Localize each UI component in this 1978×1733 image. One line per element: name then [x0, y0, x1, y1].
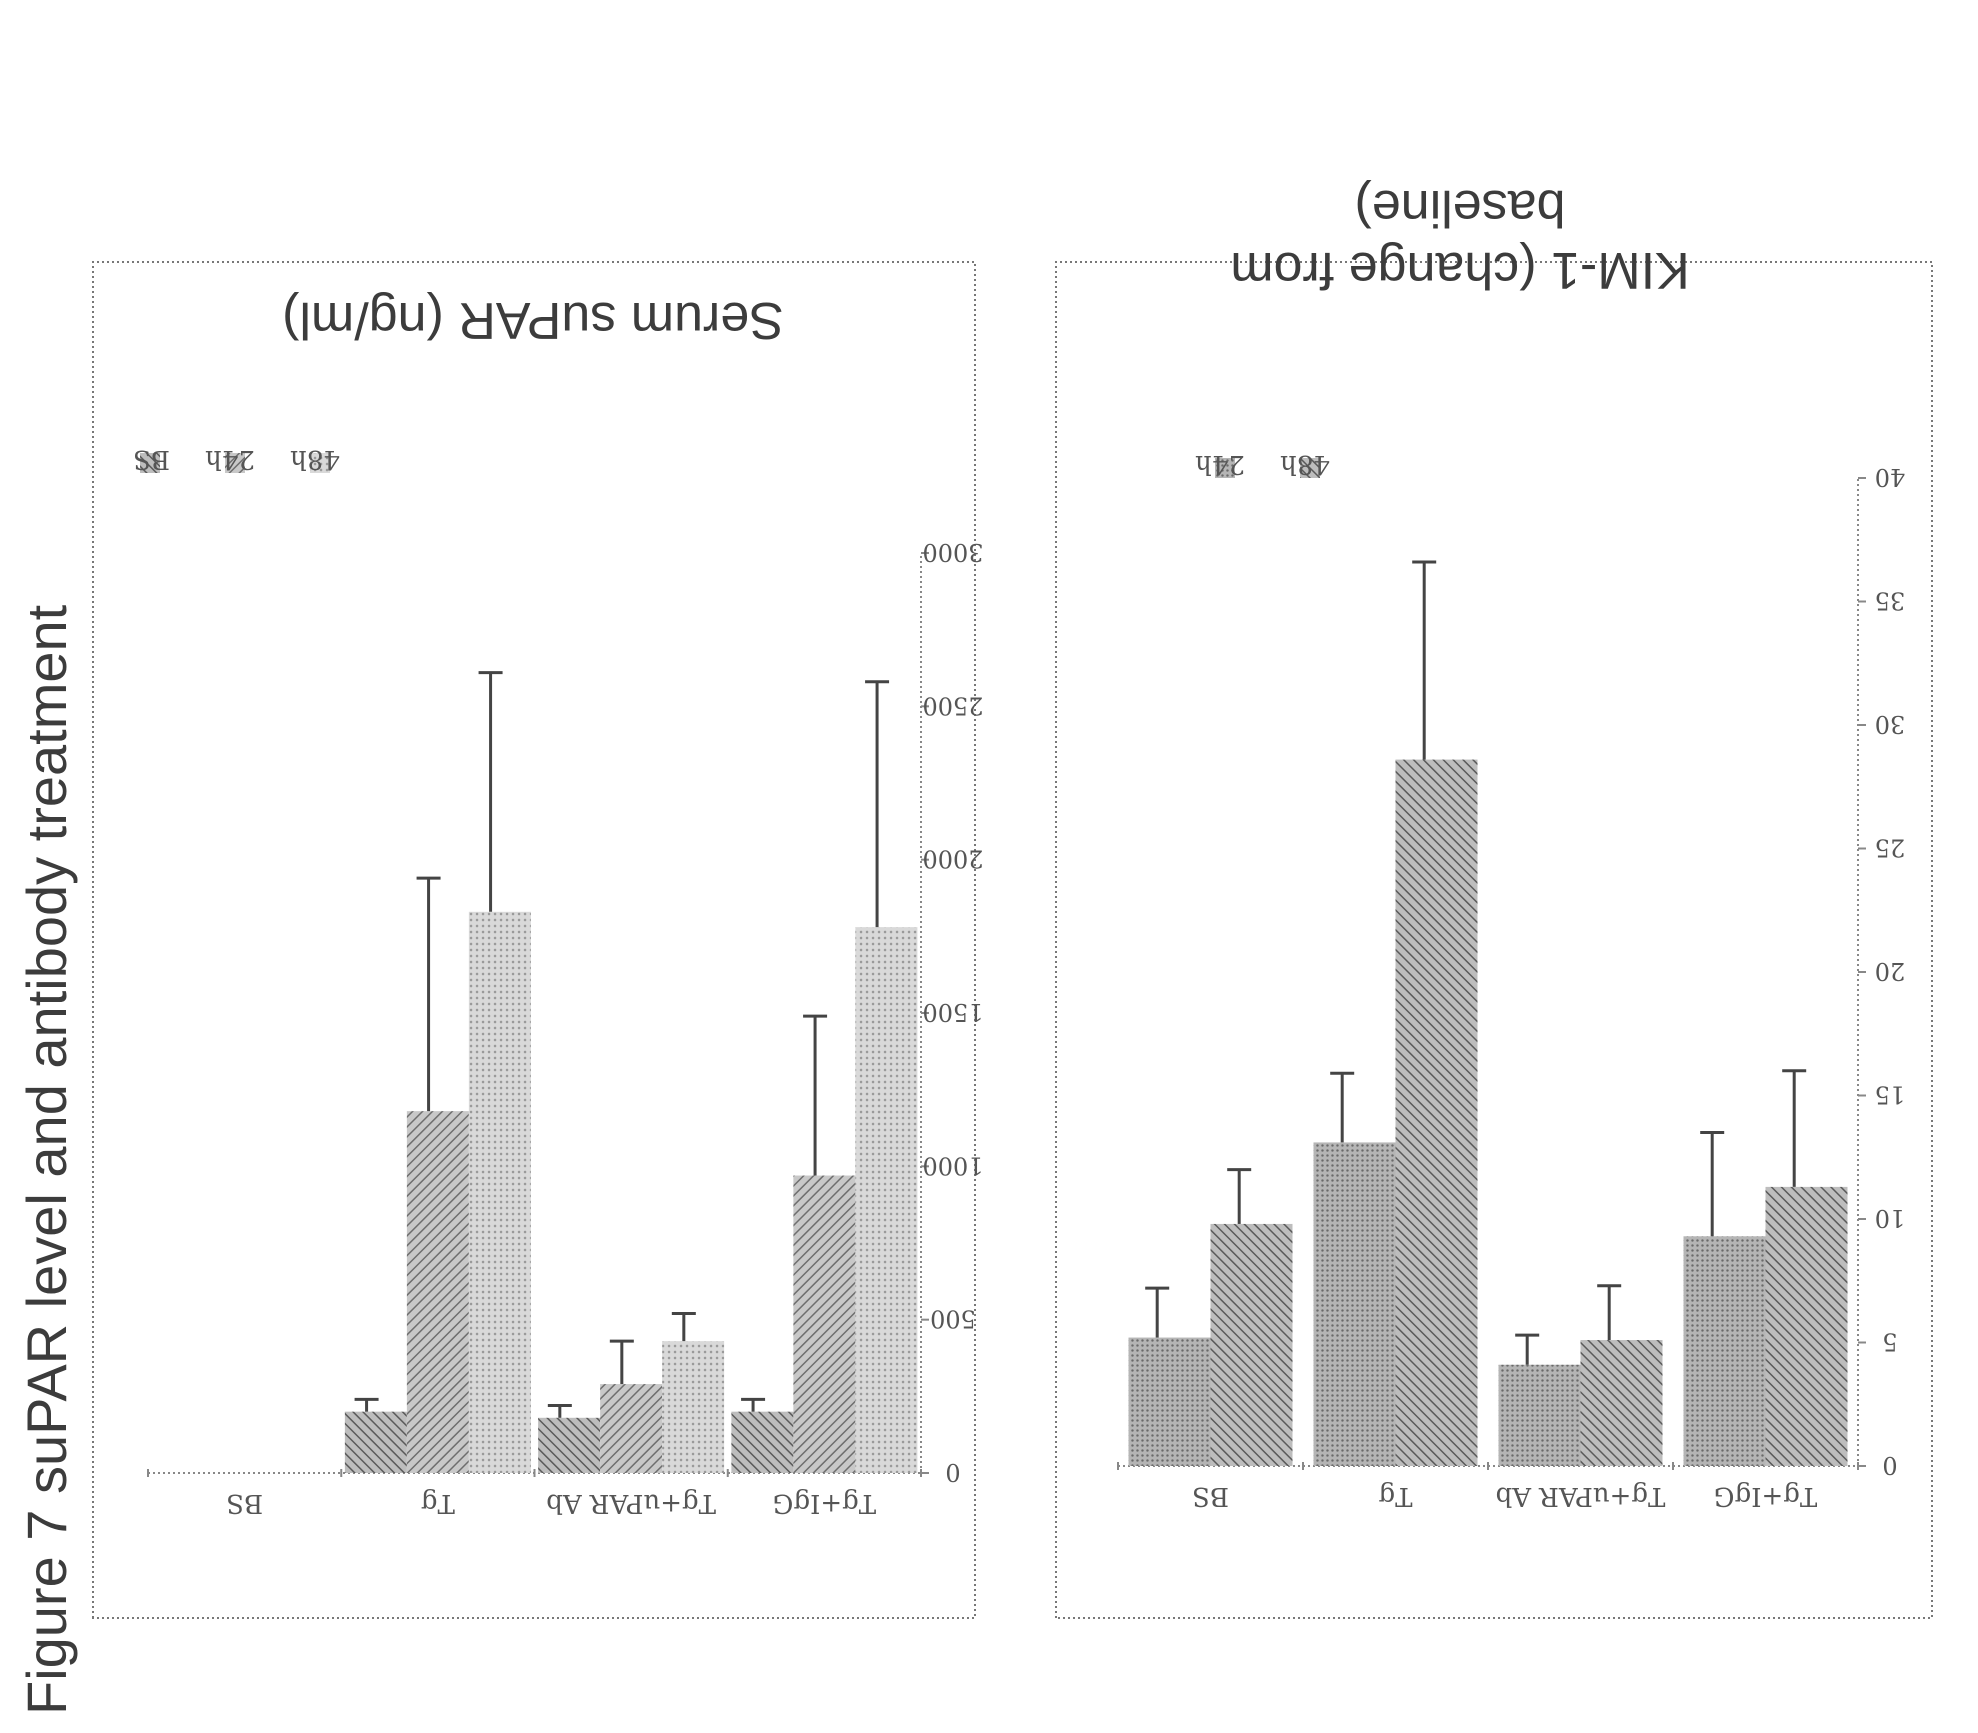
bar — [1498, 1364, 1581, 1466]
x-tick-label: Tg+IgG — [1714, 1481, 1817, 1511]
bar — [1765, 1186, 1848, 1466]
bar — [793, 1175, 856, 1473]
y-tick-label: 2000 — [922, 845, 983, 873]
x-tick-label: BS — [1192, 1481, 1229, 1511]
legend-swatch — [225, 453, 245, 473]
legend-swatch — [310, 453, 330, 473]
x-tick-label: Tg+IgG — [773, 1488, 876, 1518]
y-tick-label: 15 — [1875, 1081, 1906, 1109]
bar — [662, 1341, 725, 1473]
legend-swatch — [140, 453, 160, 473]
bar — [344, 1411, 407, 1473]
panel-frame — [92, 261, 976, 1619]
y-tick-label: 0 — [1882, 1451, 1897, 1479]
bar — [406, 1111, 469, 1473]
bar — [731, 1411, 794, 1473]
bar — [1683, 1236, 1766, 1466]
bar — [1128, 1337, 1211, 1466]
legend-label: 24h — [205, 444, 255, 474]
y-tick-label: 20 — [1875, 957, 1906, 985]
legend-swatch — [1215, 458, 1235, 478]
legend-label: 48h — [290, 444, 340, 474]
bar — [600, 1384, 663, 1473]
y-tick-label: 500 — [930, 1305, 976, 1333]
bar — [1395, 759, 1478, 1466]
y-tick-label: 1500 — [922, 998, 983, 1026]
bar — [1313, 1142, 1396, 1466]
y-tick-label: 1000 — [922, 1151, 983, 1179]
y-tick-label: 3000 — [922, 538, 983, 566]
x-tick-label: Tg — [421, 1488, 455, 1518]
bar — [1580, 1340, 1663, 1466]
y-tick-label: 0 — [945, 1458, 960, 1486]
KIM-1-panel: KIM-1 (change frombaseline) 0 5 10 15 20 25 30 3… — [1055, 179, 1933, 1619]
y-tick-label: 35 — [1875, 587, 1906, 615]
y-axis-title: Serum suPAR (ng/ml) — [282, 291, 784, 349]
x-tick-label: Tg — [1379, 1481, 1413, 1511]
legend-label: BS — [133, 444, 170, 474]
y-tick-label: 10 — [1875, 1204, 1906, 1232]
bar — [468, 911, 531, 1473]
suPAR-panel: Serum suPAR (ng/ml) 0 500 1000 1500 2000 2500 3… — [92, 261, 984, 1619]
x-tick-label: BS — [226, 1488, 263, 1518]
y-tick-label: 40 — [1875, 463, 1906, 491]
y-axis-title: KIM-1 (change frombaseline) — [1230, 179, 1690, 299]
x-tick-label: Tg+uPAR Ab — [546, 1488, 716, 1518]
y-tick-label: 25 — [1875, 834, 1906, 862]
legend-label: 24h — [1195, 449, 1245, 479]
bar — [855, 927, 918, 1473]
x-tick-label: Tg+uPAR Ab — [1496, 1481, 1666, 1511]
panel-frame — [1055, 261, 1933, 1619]
legend-label: 48h — [1280, 449, 1330, 479]
legend-swatch — [1300, 458, 1320, 478]
y-tick-label: 5 — [1882, 1328, 1897, 1356]
bar — [1210, 1223, 1293, 1466]
figure-title: Figure 7 suPAR level and antibody treatm… — [15, 604, 78, 1715]
y-tick-label: 30 — [1875, 710, 1906, 738]
bar — [538, 1417, 601, 1473]
y-tick-label: 2500 — [922, 691, 983, 719]
